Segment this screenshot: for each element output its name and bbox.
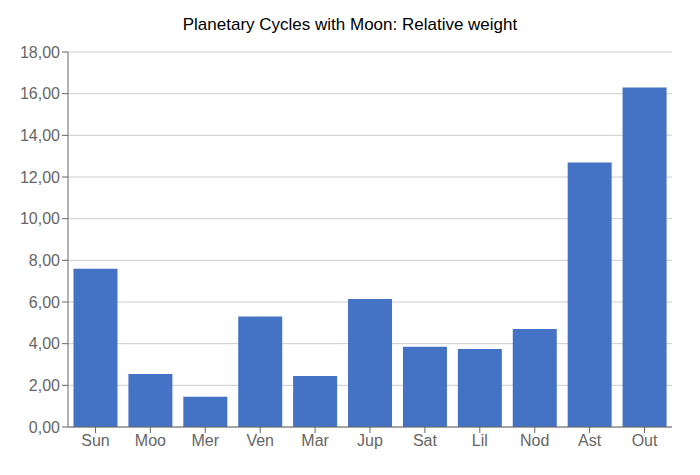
svg-text:12,00: 12,00	[20, 169, 60, 186]
svg-text:6,00: 6,00	[29, 294, 60, 311]
svg-text:Out: Out	[632, 432, 658, 449]
svg-text:Ast: Ast	[578, 432, 602, 449]
svg-text:2,00: 2,00	[29, 377, 60, 394]
svg-text:10,00: 10,00	[20, 210, 60, 227]
svg-text:Jup: Jup	[357, 432, 383, 449]
svg-text:Ven: Ven	[246, 432, 274, 449]
svg-text:0,00: 0,00	[29, 419, 60, 436]
svg-text:Sun: Sun	[81, 432, 109, 449]
html-text:Planetary Cycles with Moon: Re: Planetary Cycles with Moon: Relative wei…	[182, 15, 518, 34]
svg-text:14,00: 14,00	[20, 127, 60, 144]
svg-text:4,00: 4,00	[29, 335, 60, 352]
svg-text:Lil: Lil	[472, 432, 488, 449]
svg-text:Moo: Moo	[135, 432, 166, 449]
svg-text:Nod: Nod	[520, 432, 549, 449]
svg-text:Mar: Mar	[301, 432, 329, 449]
svg-text:Sat: Sat	[413, 432, 438, 449]
svg-text:18,00: 18,00	[20, 44, 60, 61]
svg-text:8,00: 8,00	[29, 252, 60, 269]
svg-text:Mer: Mer	[191, 432, 219, 449]
svg-text:16,00: 16,00	[20, 85, 60, 102]
